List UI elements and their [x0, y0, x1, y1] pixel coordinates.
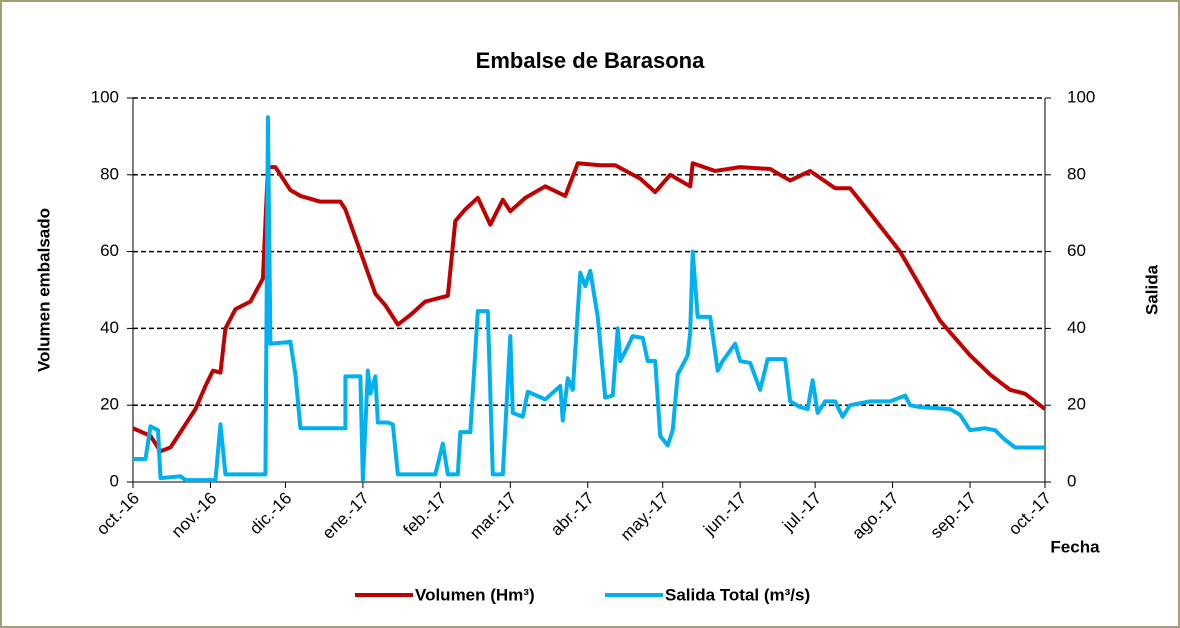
series-line	[133, 115, 1045, 483]
y-tick-label: 0	[110, 471, 119, 490]
chart-title: Embalse de Barasona	[476, 48, 705, 73]
y-axis-label: Volumen embalsado	[34, 208, 53, 372]
series-line	[132, 161, 1047, 454]
y2-tick-label: 80	[1067, 164, 1086, 183]
y-tick-label: 80	[100, 164, 119, 183]
y2-tick-label: 0	[1067, 471, 1076, 490]
y2-tick-label: 100	[1067, 87, 1095, 106]
y2-tick-label: 20	[1067, 395, 1086, 414]
y-tick-label: 20	[100, 395, 119, 414]
x-axis-label: Fecha	[1050, 537, 1100, 556]
y2-tick-label: 40	[1067, 318, 1086, 337]
y2-axis-label: Salida	[1142, 264, 1161, 315]
legend-label: Salida Total (m³/s)	[665, 585, 810, 604]
y-tick-label: 60	[100, 241, 119, 260]
y2-tick-label: 60	[1067, 241, 1086, 260]
y-tick-label: 100	[91, 87, 119, 106]
legend-label: Volumen (Hm³)	[415, 585, 535, 604]
y-tick-label: 40	[100, 318, 119, 337]
